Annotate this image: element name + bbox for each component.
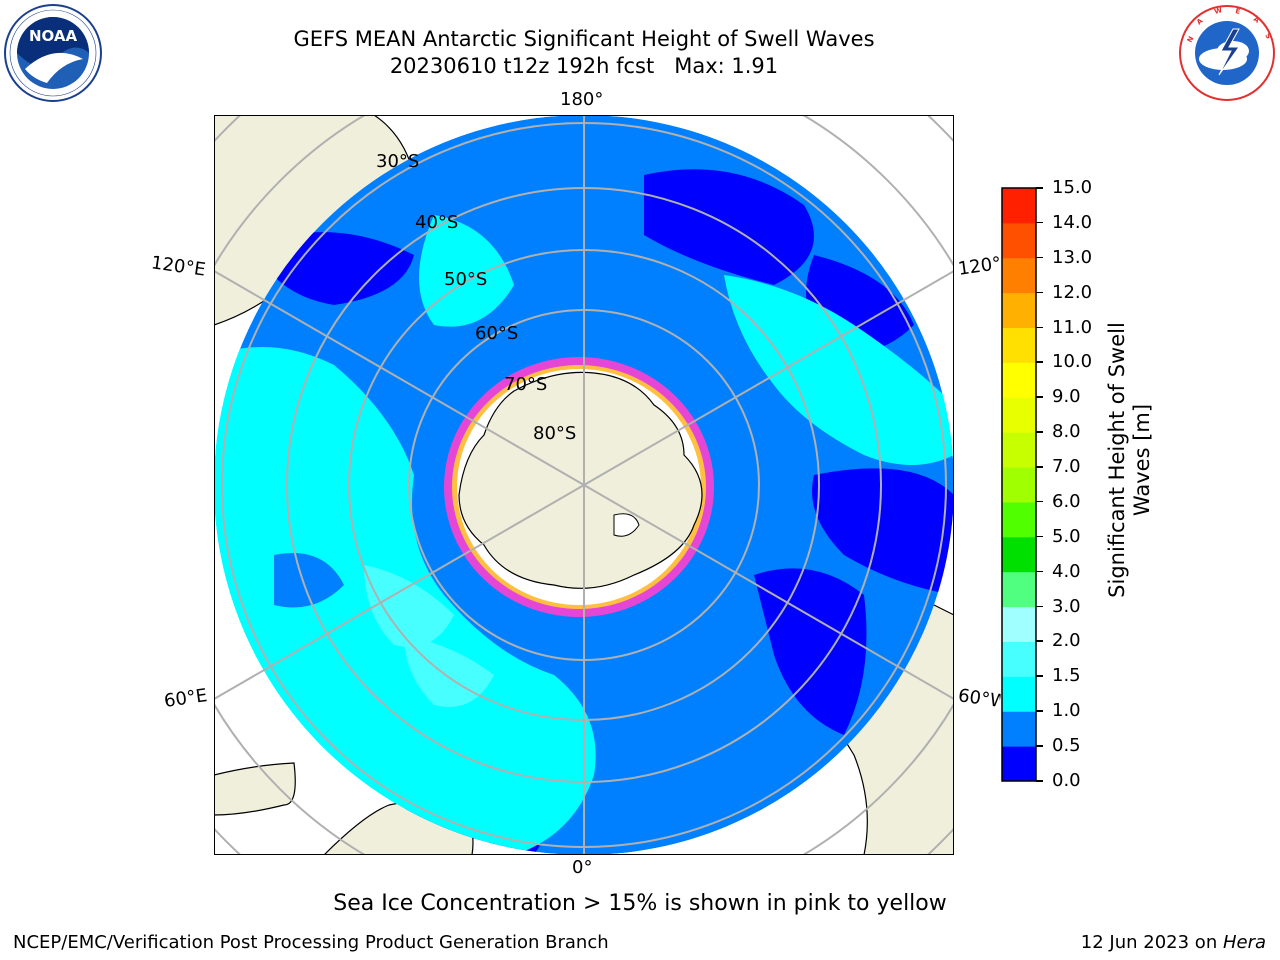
footer-date: 12 Jun 2023 on Hera <box>1081 932 1266 953</box>
colorbar-segment <box>1002 188 1036 224</box>
svg-text:E: E <box>1235 7 1242 16</box>
colorbar-tick-label: 13.0 <box>1052 246 1093 268</box>
footer-host: Hera <box>1222 932 1266 953</box>
colorbar-tick-label: 6.0 <box>1052 490 1081 512</box>
colorbar-tick-mark <box>1036 326 1043 329</box>
svg-text:S: S <box>1263 32 1272 40</box>
footer-date-text: 12 Jun 2023 on <box>1080 932 1223 953</box>
colorbar-tick-mark <box>1036 605 1043 608</box>
lon-label-60e: 60°E <box>162 685 209 712</box>
map-title: GEFS MEAN Antarctic Significant Height o… <box>293 27 875 51</box>
colorbar-tick-mark <box>1036 640 1043 642</box>
colorbar-tick-mark <box>1036 745 1043 747</box>
lon-label-180: 180° <box>560 89 604 110</box>
colorbar-segment <box>1002 536 1036 573</box>
colorbar-tick-mark <box>1036 535 1043 538</box>
colorbar-segment <box>1002 571 1036 608</box>
colorbar-segment <box>1002 222 1036 259</box>
colorbar-tick-mark <box>1036 675 1043 677</box>
colorbar-tick-label: 15.0 <box>1052 177 1093 198</box>
longitude-graticule <box>214 115 954 855</box>
nws-logo-icon: N A W E A S <box>1179 5 1275 101</box>
colorbar-tick-mark <box>1036 291 1043 294</box>
colorbar-tick-label: 12.0 <box>1052 281 1093 303</box>
colorbar-tick-label: 0.5 <box>1052 735 1081 757</box>
colorbar-tick-label: 10.0 <box>1052 351 1093 373</box>
colorbar-segment <box>1002 397 1036 433</box>
colorbar-segment <box>1002 711 1036 747</box>
colorbar-tick-label: 5.0 <box>1052 525 1081 547</box>
colorbar-tick-mark <box>1036 780 1043 782</box>
map-subtitle: 20230610 t12z 192h fcst Max: 1.91 <box>389 54 779 78</box>
lon-label-0: 0° <box>572 857 593 878</box>
colorbar-tick-label: 3.0 <box>1052 595 1081 617</box>
colorbar-tick-mark <box>1036 187 1043 189</box>
lat-label-80s: 80°S <box>533 423 577 444</box>
colorbar-segment <box>1002 501 1036 538</box>
colorbar-tick-label: 7.0 <box>1052 456 1081 478</box>
colorbar-tick-mark <box>1036 500 1043 503</box>
noaa-logo-icon: NOAA <box>4 4 102 102</box>
lat-label-70s: 70°S <box>504 374 548 395</box>
colorbar-tick-mark <box>1036 256 1043 259</box>
colorbar-tick-mark <box>1036 710 1043 712</box>
lat-label-30s: 30°S <box>376 151 420 172</box>
svg-text:W: W <box>1213 6 1223 16</box>
antarctica-land <box>458 371 703 589</box>
colorbar-tick-mark <box>1036 361 1043 363</box>
colorbar-segment <box>1002 746 1036 782</box>
colorbar-tick-label: 9.0 <box>1052 386 1081 408</box>
lat-label-50s: 50°S <box>444 269 488 290</box>
noaa-logo-text: NOAA <box>29 27 78 45</box>
colorbar-tick-mark <box>1036 570 1043 573</box>
colorbar-tick-mark <box>1036 466 1043 468</box>
lon-label-120w: 120°W <box>956 253 1002 280</box>
colorbar-segment <box>1002 327 1036 363</box>
colorbar-tick-mark <box>1036 431 1043 433</box>
colorbar-title: Significant Height of Swell Waves [m] <box>1105 320 1155 600</box>
colorbar-segment <box>1002 362 1036 398</box>
colorbar-segment <box>1002 676 1036 712</box>
footer-credit: NCEP/EMC/Verification Post Processing Pr… <box>13 932 609 953</box>
colorbar-tick-label: 0.0 <box>1052 770 1081 791</box>
svg-text:A: A <box>1252 15 1262 25</box>
lon-label-60w: 60°W <box>956 685 1002 712</box>
svg-text:N: N <box>1186 35 1196 44</box>
colorbar-segment <box>1002 257 1036 294</box>
colorbar-tick-mark <box>1036 221 1043 224</box>
svg-text:A: A <box>1195 17 1205 27</box>
colorbar-segment <box>1002 432 1036 468</box>
colorbar-segment <box>1002 467 1036 503</box>
colorbar-tick-label: 1.5 <box>1052 665 1081 687</box>
colorbar-tick-label: 4.0 <box>1052 560 1081 582</box>
colorbar-tick-label: 2.0 <box>1052 630 1081 652</box>
sea-ice-note: Sea Ice Concentration > 15% is shown in … <box>333 891 947 916</box>
colorbar <box>1001 187 1037 782</box>
lon-label-120e: 120°E <box>149 252 207 281</box>
colorbar-segment <box>1002 606 1036 642</box>
colorbar-frame <box>1001 187 1037 782</box>
colorbar-tick-label: 11.0 <box>1052 316 1093 338</box>
lat-label-40s: 40°S <box>415 212 459 233</box>
colorbar-segment <box>1002 641 1036 677</box>
colorbar-segment <box>1002 292 1036 329</box>
polar-map <box>214 115 954 855</box>
lat-label-60s: 60°S <box>475 323 519 344</box>
colorbar-tick-label: 14.0 <box>1052 211 1093 233</box>
colorbar-tick-mark <box>1036 396 1043 398</box>
colorbar-title-line: Significant Height of Swell <box>1105 322 1129 598</box>
madagascar-land <box>214 762 296 816</box>
colorbar-tick-label: 8.0 <box>1052 421 1081 443</box>
colorbar-tick-label: 1.0 <box>1052 700 1081 722</box>
colorbar-title-line: Waves [m] <box>1130 403 1154 517</box>
